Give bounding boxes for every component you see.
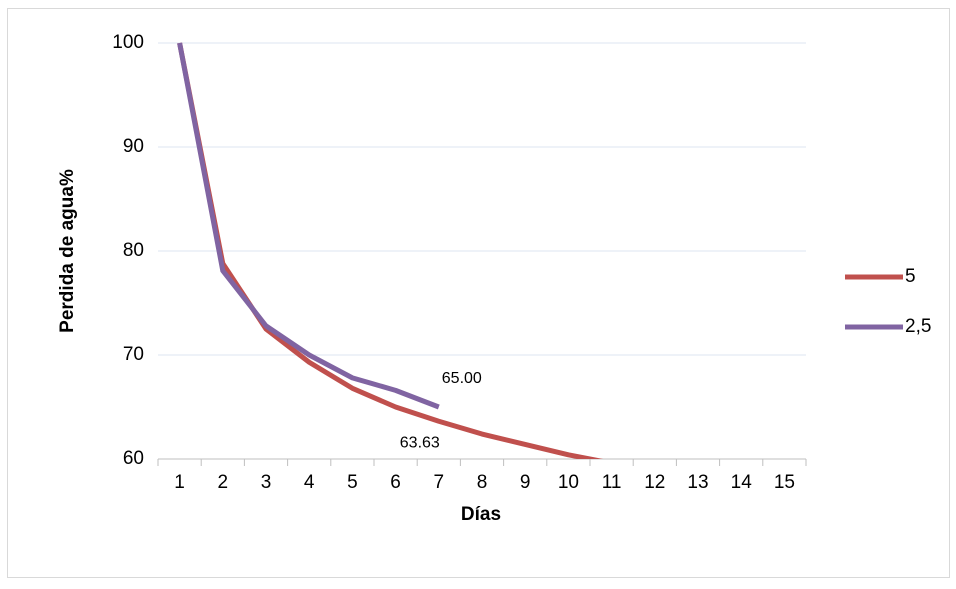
x-tick-label: 10 <box>558 472 579 493</box>
x-tick-label: 1 <box>174 472 185 493</box>
x-tick-label: 13 <box>687 472 708 493</box>
y-tick-label: 80 <box>123 240 144 261</box>
legend-label: 5 <box>905 266 916 287</box>
x-tick-label: 8 <box>477 472 488 493</box>
x-tick-label: 4 <box>304 472 315 493</box>
legend-label: 2,5 <box>905 316 931 337</box>
x-tick-label: 3 <box>261 472 272 493</box>
x-tick-label: 11 <box>602 472 622 493</box>
data-label: 63.63 <box>400 434 440 451</box>
y-tick-label: 90 <box>123 136 144 157</box>
series-line <box>177 42 440 410</box>
x-tick-label: 9 <box>520 472 531 493</box>
x-tick-label: 15 <box>774 472 795 493</box>
y-tick-label: 100 <box>112 32 144 53</box>
y-tick-label: 70 <box>123 344 144 365</box>
x-tick-label: 14 <box>731 472 753 493</box>
plot-area <box>177 42 604 459</box>
x-axis-title: Días <box>461 504 501 525</box>
x-tick-label: 12 <box>644 472 665 493</box>
chart-border <box>7 8 950 578</box>
data-label: 65.00 <box>442 370 482 387</box>
x-tick-label: 5 <box>347 472 358 493</box>
x-tick-label: 7 <box>434 472 445 493</box>
x-tick-label: 2 <box>218 472 229 493</box>
x-tick-label: 6 <box>390 472 401 493</box>
y-tick-label: 60 <box>123 448 144 469</box>
y-axis-title: Perdida de agua% <box>57 169 78 333</box>
